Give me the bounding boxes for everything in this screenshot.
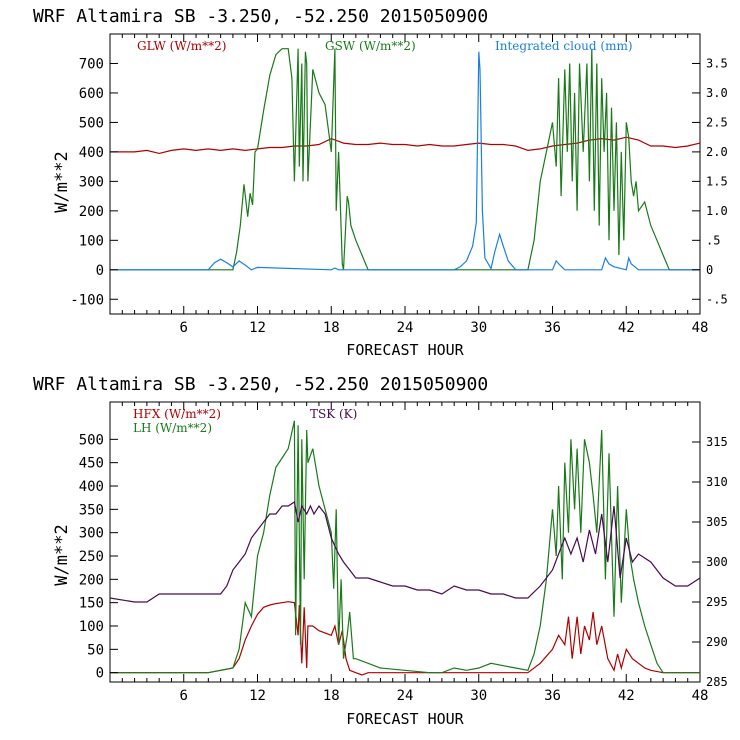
y-tick-label: 350	[79, 502, 104, 518]
y-tick-label: 100	[79, 619, 104, 635]
y2-tick-label: 0	[706, 263, 713, 277]
y2-tick-label: 2.5	[706, 115, 728, 129]
series-line-2	[110, 51, 700, 271]
series-line-1	[110, 48, 700, 271]
y2-tick-label: 1.0	[706, 204, 728, 218]
y2-tick-label: 3.0	[706, 86, 728, 100]
y-tick-label: 150	[79, 596, 104, 612]
x-tick-label: 42	[618, 688, 635, 704]
y-tick-label: 500	[79, 115, 104, 131]
series-line-0	[110, 136, 701, 155]
y-tick-label: 200	[79, 204, 104, 220]
chart-2-legend-lh: LH (W/m**2)	[133, 421, 212, 435]
y2-tick-label: 310	[706, 475, 728, 489]
x-tick-label: 24	[397, 320, 414, 336]
y-tick-label: 0	[96, 263, 104, 279]
series-line-2	[109, 501, 701, 603]
y2-tick-label: 285	[706, 675, 728, 689]
y-tick-label: 500	[79, 432, 104, 448]
y-tick-label: 50	[87, 642, 104, 658]
chart-1-legend-cloud: Integrated cloud (mm)	[495, 39, 633, 53]
y2-tick-label: 295	[706, 595, 728, 609]
y-tick-label: 300	[79, 526, 104, 542]
chart-2-legend-hfx: HFX (W/m**2)	[133, 407, 221, 421]
y-tick-label: 200	[79, 572, 104, 588]
series-line-1	[110, 420, 700, 674]
chart-2-series-group	[109, 420, 701, 676]
chart-2: WRF Altamira SB -3.250, -52.250 20150509…	[33, 374, 728, 728]
x-tick-label: 6	[180, 320, 188, 336]
y-tick-label: 700	[79, 56, 104, 72]
x-tick-label: 12	[249, 688, 266, 704]
chart-2-xlabel: FORECAST HOUR	[346, 710, 464, 728]
chart-2-legend-tsk: TSK (K)	[310, 407, 357, 421]
series-line-0	[110, 601, 700, 676]
y-tick-label: 300	[79, 174, 104, 190]
y2-tick-label: 1.5	[706, 174, 728, 188]
chart-1-title: WRF Altamira SB -3.250, -52.250 20150509…	[33, 6, 488, 27]
y2-tick-label: .5	[706, 233, 720, 247]
y2-tick-label: 300	[706, 555, 728, 569]
y-tick-label: 600	[79, 86, 104, 102]
chart-1-ylabel: W/m**2	[52, 151, 72, 212]
y-tick-label: 400	[79, 479, 104, 495]
y2-tick-label: -.5	[706, 292, 728, 306]
x-tick-label: 12	[249, 320, 266, 336]
y-tick-label: 400	[79, 145, 104, 161]
chart-1: WRF Altamira SB -3.250, -52.250 20150509…	[33, 6, 728, 359]
x-tick-label: 36	[544, 688, 561, 704]
chart-2-axes: 6 12 18 24 30 36 42 48 0 50 100 150 200 250 300 350 400 4…	[79, 402, 728, 704]
chart-1-xlabel: FORECAST HOUR	[346, 341, 464, 359]
x-tick-label: 42	[618, 320, 635, 336]
y-tick-label: 250	[79, 549, 104, 565]
x-tick-label: 36	[544, 320, 561, 336]
chart-2-title: WRF Altamira SB -3.250, -52.250 20150509…	[33, 374, 488, 395]
y2-tick-label: 305	[706, 515, 728, 529]
chart-1-series-group	[110, 48, 701, 271]
y-tick-label: 450	[79, 456, 104, 472]
chart-1-legend-gsw: GSW (W/m**2)	[325, 39, 416, 53]
x-tick-label: 6	[180, 688, 188, 704]
y2-tick-label: 315	[706, 435, 728, 449]
x-tick-label: 30	[470, 688, 487, 704]
chart-1-plot-frame	[109, 33, 701, 315]
y2-tick-label: 3.5	[706, 56, 728, 70]
x-tick-label: 48	[692, 688, 709, 704]
x-tick-label: 24	[397, 688, 414, 704]
y2-tick-label: 2.0	[706, 145, 728, 159]
y-tick-label: 0	[96, 666, 104, 682]
x-tick-label: 18	[323, 320, 340, 336]
y-tick-label: 100	[79, 233, 104, 249]
x-tick-label: 30	[470, 320, 487, 336]
x-tick-label: 48	[692, 320, 709, 336]
chart-1-legend-glw: GLW (W/m**2)	[137, 39, 226, 53]
y-tick-label: -100	[70, 292, 104, 308]
y2-tick-label: 290	[706, 635, 728, 649]
chart-1-axes: 6 12 18 24 30 36 42 48 -100 0 100 200 300 400 500 600 70…	[70, 34, 728, 336]
chart-2-ylabel: W/m**2	[52, 524, 72, 585]
x-tick-label: 18	[323, 688, 340, 704]
